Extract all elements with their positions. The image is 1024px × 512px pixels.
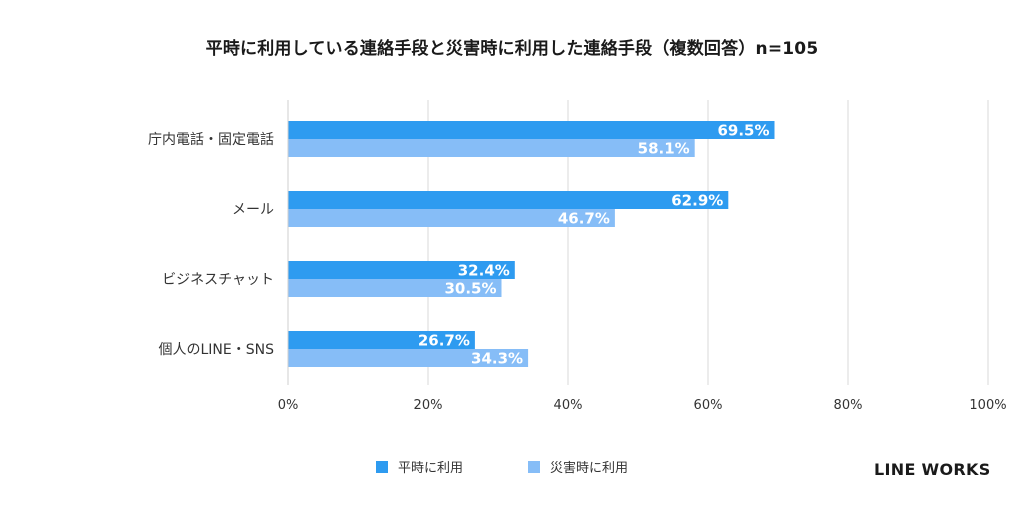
category-label-1: メール: [232, 202, 274, 218]
data-label-disaster-3: 34.3%: [471, 350, 523, 368]
x-tick-label-100: 100%: [969, 398, 1006, 413]
bar-disaster-3: [288, 349, 529, 367]
data-label-normal-0: 69.5%: [717, 122, 769, 140]
data-label-normal-3: 26.7%: [418, 332, 470, 350]
legend-swatch-normal: [376, 460, 388, 473]
bar-disaster-0: [288, 139, 695, 157]
brand-logo: LINE WORKS: [874, 460, 991, 479]
x-tick-label-40: 40%: [554, 398, 583, 413]
bar-disaster-2: [288, 279, 502, 297]
legend-item-normal: 平時に利用: [376, 457, 463, 476]
legend-label-normal: 平時に利用: [398, 461, 464, 476]
legend-item-disaster: 災害時に利用: [528, 457, 628, 476]
bar-disaster-1: [288, 209, 615, 227]
data-label-disaster-1: 46.7%: [558, 210, 610, 228]
bar-normal-2: [288, 261, 515, 279]
data-label-normal-1: 62.9%: [671, 192, 723, 210]
category-label-0: 庁内電話・固定電話: [148, 131, 274, 148]
chart-title: 平時に利用している連絡手段と災害時に利用した連絡手段（複数回答）n=105: [205, 39, 819, 59]
bar-normal-3: [288, 331, 475, 349]
category-label-3: 個人のLINE・SNS: [159, 342, 275, 358]
x-tick-label-0: 0%: [278, 398, 299, 413]
x-tick-label-20: 20%: [414, 398, 443, 413]
data-label-disaster-2: 30.5%: [444, 280, 496, 298]
legend-swatch-disaster: [528, 460, 540, 473]
data-label-normal-2: 32.4%: [458, 262, 510, 280]
bar-normal-0: [288, 121, 775, 139]
x-tick-label-80: 80%: [834, 398, 863, 413]
bar-normal-1: [288, 191, 729, 209]
x-tick-label-60: 60%: [694, 398, 723, 413]
data-label-disaster-0: 58.1%: [638, 140, 690, 158]
legend-label-disaster: 災害時に利用: [550, 461, 629, 476]
legend: 平時に利用 災害時に利用: [0, 457, 1024, 477]
category-label-2: ビジネスチャット: [162, 272, 274, 288]
